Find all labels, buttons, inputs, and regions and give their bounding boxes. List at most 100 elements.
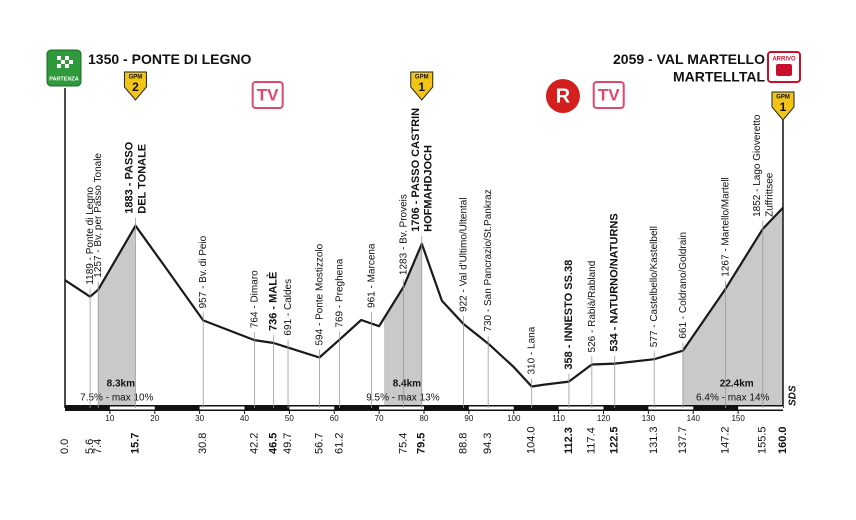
climb-length: 8.3km: [107, 379, 135, 390]
finish-flag: [776, 64, 792, 76]
separator: -: [398, 244, 409, 253]
waypoint-label: HOFMAHDJOCH: [423, 145, 435, 232]
separator: -: [483, 306, 494, 315]
km-label: 61.2: [334, 433, 346, 454]
axis-segment: [738, 406, 783, 410]
km-label: 56.7: [313, 433, 325, 454]
flag-check: [61, 60, 65, 64]
waypoint-label: 736 - MALÈ: [267, 272, 280, 331]
start-badge-label: PARTENZA: [49, 76, 79, 82]
waypoint-label: 1189 - Ponte di Legno: [85, 187, 96, 285]
climb-shading: [98, 225, 136, 408]
waypoint-altitude: 310: [526, 357, 537, 374]
km-label: 79.5: [416, 433, 428, 454]
waypoint-altitude: 922: [458, 295, 469, 312]
x-tick-label: 150: [731, 414, 745, 423]
x-tick-label: 10: [105, 414, 114, 423]
waypoint-name: Preghena: [334, 258, 345, 302]
km-label: 75.4: [397, 433, 409, 454]
gpm-label: GPM: [776, 95, 790, 101]
km-label: 42.2: [248, 433, 260, 454]
separator: -: [334, 302, 345, 311]
separator: -: [366, 282, 377, 291]
flag-check: [69, 56, 73, 60]
km-label: 88.8: [457, 433, 469, 454]
flag-check: [57, 56, 61, 60]
climb-shading: [682, 207, 783, 408]
km-label: 137.7: [677, 426, 689, 454]
waypoint-label: 957 - Bv. di Peio: [198, 235, 209, 308]
waypoint-name: Bv. Proveis: [398, 194, 409, 244]
separator: -: [283, 310, 294, 319]
separator: -: [563, 341, 575, 351]
climb-shading: [384, 243, 422, 408]
waypoint-name: Lana: [526, 326, 537, 349]
separator: -: [649, 322, 660, 331]
finish-altitude: 2059: [613, 51, 644, 67]
waypoint-altitude: 661: [678, 322, 689, 339]
gpm-label: GPM: [129, 75, 143, 81]
waypoint-altitude: 961: [366, 291, 377, 308]
logo: SDS: [788, 385, 799, 406]
x-tick-label: 110: [552, 414, 565, 423]
climb-length: 22.4km: [720, 379, 754, 390]
waypoint-altitude: 1257: [93, 255, 104, 278]
axis-segment: [109, 406, 155, 410]
km-label: 122.5: [609, 426, 621, 454]
waypoint-label: 1706 - PASSO CASTRIN: [410, 108, 422, 232]
waypoint-name: Bv. di Peio: [198, 235, 209, 282]
gpm-shield: [410, 71, 434, 101]
axis-segment: [199, 406, 245, 410]
tv-label: TV: [257, 85, 279, 104]
axis-segment: [379, 406, 424, 410]
separator: -: [751, 186, 762, 195]
waypoint-label: 1883 - PASSO: [123, 141, 135, 213]
climb-gradient: 7.5% - max 10%: [80, 393, 153, 404]
separator: -: [93, 247, 104, 256]
waypoint-label: 526 - Rabià/Rabland: [586, 261, 597, 353]
waypoint-label: 594 - Ponte Mostizzolo: [314, 243, 325, 345]
separator: -: [119, 51, 131, 67]
gpm-shield: [771, 91, 795, 121]
x-tick-label: 40: [240, 414, 249, 423]
flag-check: [61, 56, 65, 60]
waypoint-name: PASSO CASTRIN: [410, 108, 422, 198]
waypoint-name: San Pancrazio/St.Pankraz: [483, 189, 494, 306]
km-label: 46.5: [268, 433, 280, 454]
waypoint-label: 661 - Coldrano/Goldrain: [678, 232, 689, 339]
service-label: R: [556, 85, 571, 107]
km-label: 15.7: [129, 433, 141, 454]
waypoint-altitude: 730: [483, 314, 494, 331]
separator: -: [410, 198, 422, 208]
km-label: 0.0: [59, 439, 71, 454]
gpm-rank: 2: [132, 80, 139, 94]
waypoint-name: Castelbello/Kastelbell: [649, 226, 660, 322]
separator: -: [458, 286, 469, 295]
separator: -: [249, 303, 260, 312]
waypoint-altitude: 1267: [720, 254, 731, 277]
finish-name: VAL MARTELLO: [657, 51, 765, 67]
flag-check: [65, 60, 69, 64]
start-label: 1350 - PONTE DI LEGNO: [88, 51, 252, 67]
x-tick-label: 120: [597, 414, 611, 423]
km-label: 131.3: [648, 426, 660, 454]
separator: -: [678, 313, 689, 322]
flag-check: [61, 64, 65, 68]
axis-segment: [648, 406, 694, 410]
separator: -: [198, 283, 209, 292]
tv-label: TV: [598, 85, 620, 104]
flag-check: [65, 56, 69, 60]
waypoint-label: DEL TONALE: [136, 144, 148, 214]
finish-label: MARTELLTAL: [673, 69, 765, 85]
waypoint-name: NATURNO/NATURNS: [609, 213, 621, 323]
axis-segment: [468, 406, 514, 410]
waypoint-altitude: 1852: [751, 194, 762, 217]
x-tick-label: 20: [150, 414, 159, 423]
waypoint-name: Val d'Ultimo/Ultental: [458, 197, 469, 286]
axis-segment: [558, 406, 604, 410]
gpm-rank: 1: [780, 100, 787, 114]
waypoint-name: Rabià/Rabland: [586, 261, 597, 327]
separator: -: [644, 51, 656, 67]
waypoint-label: 1852 - Lago Gioveretto: [751, 114, 762, 217]
